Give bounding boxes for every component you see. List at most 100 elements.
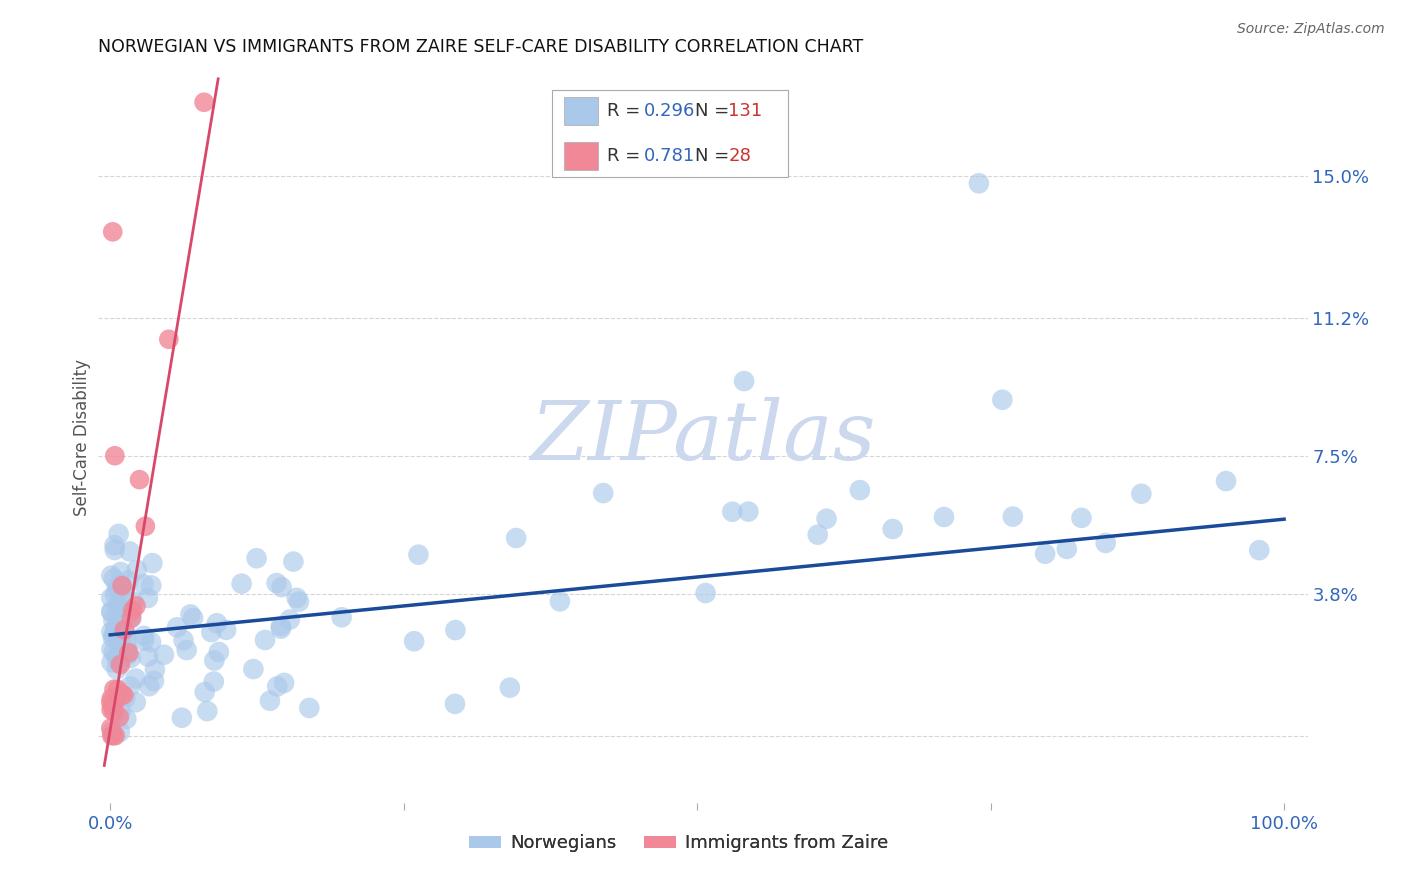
Point [330,610,353,624]
Point [1001,509,1024,524]
Point [100,568,122,582]
Point [733,374,755,388]
Point [110,657,132,672]
Point [118,544,141,558]
Point [110,565,132,579]
Point [101,631,124,645]
Point [111,579,134,593]
Point [101,725,124,739]
Point [278,613,301,627]
Point [259,694,281,708]
Point [107,648,129,662]
Text: Source: ZipAtlas.com: Source: ZipAtlas.com [1237,22,1385,37]
Point [138,679,160,693]
Point [205,616,228,631]
Point [105,651,128,665]
Point [505,531,527,545]
Text: ZIPatlas: ZIPatlas [530,397,876,477]
Point [100,605,122,619]
Point [103,705,125,719]
Point [100,691,122,706]
Point [107,527,129,541]
Point [166,620,188,634]
Point [108,656,131,670]
Point [118,607,141,622]
Point [136,649,159,664]
Point [181,611,204,625]
Point [112,591,135,606]
Point [103,628,125,642]
Point [815,512,838,526]
FancyBboxPatch shape [551,90,787,178]
Point [104,622,127,636]
Point [111,582,134,596]
Point [170,711,193,725]
Point [120,611,142,625]
Point [121,611,143,625]
Point [107,628,129,642]
Point [110,607,132,622]
Point [404,634,426,648]
Point [967,177,990,191]
Point [134,519,156,533]
Point [108,710,131,724]
Text: N =: N = [695,147,734,165]
Point [108,628,131,642]
Point [139,635,162,649]
Point [115,712,138,726]
Point [108,636,131,650]
Point [107,599,129,613]
Point [105,620,128,634]
Point [125,695,148,709]
Point [141,556,163,570]
Point [107,603,129,617]
Point [112,688,135,702]
Point [136,591,159,605]
Point [104,588,127,602]
Point [108,625,131,640]
Point [100,605,122,619]
Point [100,591,122,605]
Point [202,674,225,689]
Point [118,646,141,660]
Point [143,673,166,688]
FancyBboxPatch shape [564,97,598,125]
Point [807,527,830,541]
Point [245,551,267,566]
Point [128,473,150,487]
Point [200,625,222,640]
Point [592,486,614,500]
Point [208,645,231,659]
Point [273,676,295,690]
Text: 0.781: 0.781 [644,147,695,165]
Point [173,633,195,648]
Point [103,682,125,697]
Point [100,642,122,657]
Point [266,680,288,694]
Point [270,622,292,636]
Point [111,687,134,701]
Point [114,626,136,640]
Point [1094,536,1116,550]
Y-axis label: Self-Care Disability: Self-Care Disability [73,359,91,516]
Point [288,595,311,609]
Text: 131: 131 [728,102,762,120]
Point [120,651,142,665]
Point [132,629,155,643]
Legend: Norwegians, Immigrants from Zaire: Norwegians, Immigrants from Zaire [461,827,896,860]
Point [179,607,201,622]
Point [408,548,430,562]
Point [105,662,128,676]
Point [991,392,1014,407]
Point [100,721,122,735]
Point [1070,511,1092,525]
Point [298,701,321,715]
Point [101,698,124,713]
Point [103,729,125,743]
Point [110,704,132,718]
Text: 0.296: 0.296 [644,102,695,120]
Point [132,633,155,648]
Point [285,591,308,605]
Point [143,663,166,677]
Point [115,641,138,656]
